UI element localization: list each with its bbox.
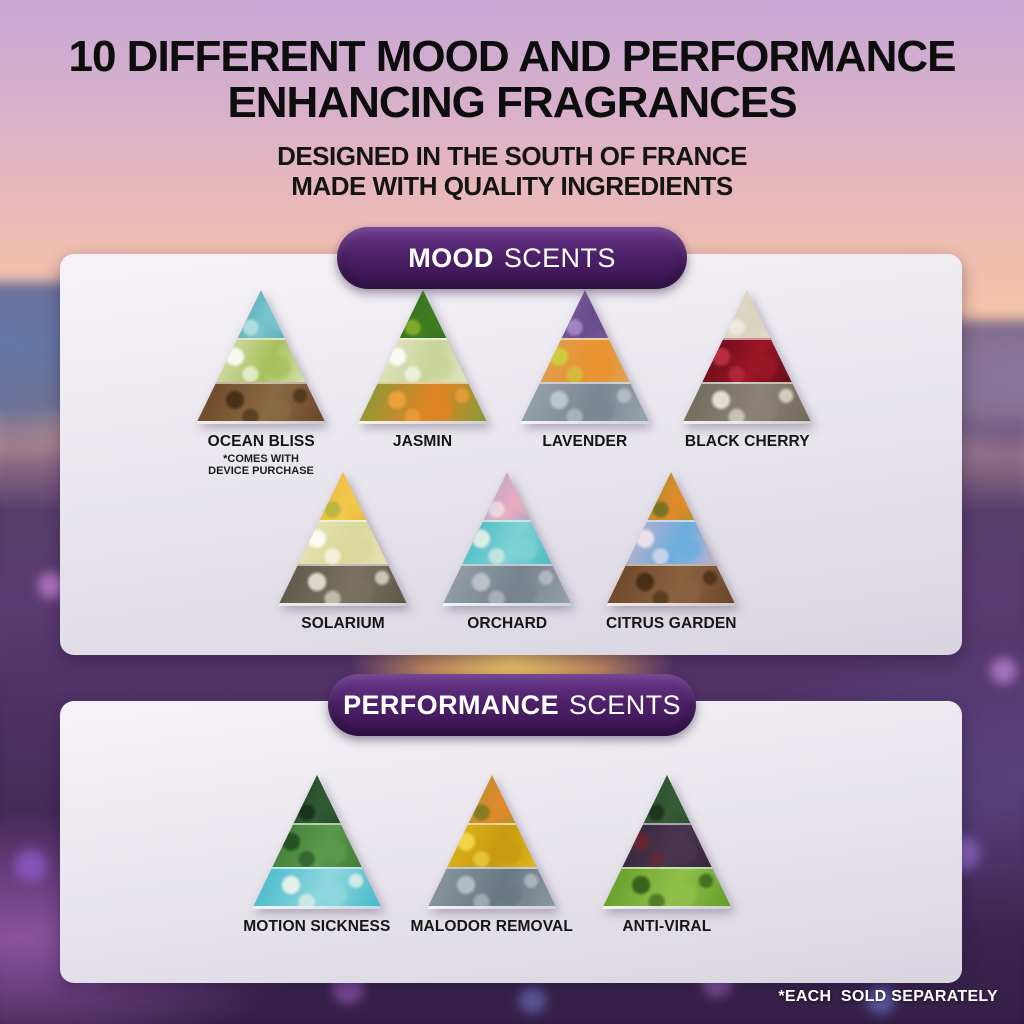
- scent-name-label: LAVENDER: [542, 433, 628, 450]
- scent-name-label: SOLARIUM: [301, 615, 385, 632]
- scent-base-note-image: [682, 381, 812, 424]
- scent-name-label: OCEAN BLISS: [207, 433, 315, 450]
- scent-triangle: [520, 290, 650, 424]
- scent-triangle: [442, 472, 572, 606]
- scent-item: OCEAN BLISS *COMES WITH DEVICE PURCHASE: [196, 290, 326, 477]
- scent-top-note-image: [278, 472, 408, 521]
- scent-mid-note-image: [442, 520, 572, 566]
- scent-top-note-image: [520, 290, 650, 339]
- scent-mid-note-image: [606, 520, 736, 566]
- scent-triangle-image: [196, 290, 326, 424]
- mood-scents-row-1: OCEAN BLISS *COMES WITH DEVICE PURCHASE …: [196, 290, 812, 477]
- mood-scents-row-2: SOLARIUM ORCHARD CITRUS GARDEN: [278, 472, 736, 633]
- scent-item: CITRUS GARDEN: [606, 472, 736, 633]
- performance-scents-row-1: MOTION SICKNESS MALODOR REMOVAL ANTI-VIR…: [243, 775, 732, 936]
- mood-badge-rest-text: SCENTS: [503, 242, 616, 273]
- scent-base-note-image: [278, 563, 408, 606]
- scent-top-note-image: [196, 290, 326, 339]
- scent-item: MALODOR REMOVAL: [411, 775, 573, 936]
- scent-base-note-image: [252, 866, 382, 909]
- scent-top-note-image: [602, 775, 732, 824]
- scent-triangle: [602, 775, 732, 909]
- performance-scents-badge: PERFORMANCE SCENTS: [328, 674, 696, 736]
- scent-item: JASMIN: [358, 290, 488, 477]
- scent-mid-note-image: [427, 823, 557, 869]
- scent-name-label: ORCHARD: [466, 615, 547, 632]
- scent-mid-note-image: [278, 520, 408, 566]
- mood-badge-bold-text: MOOD: [408, 242, 494, 273]
- scent-item: ANTI-VIRAL: [602, 775, 732, 936]
- page-title: 10 DIFFERENT MOOD AND PERFORMANCE ENHANC…: [0, 34, 1024, 126]
- scent-top-note-image: [427, 775, 557, 824]
- scent-name-label: MOTION SICKNESS: [243, 918, 391, 935]
- scent-triangle-image: [427, 775, 557, 909]
- scent-triangle-image: [278, 472, 408, 606]
- scent-name-label: MALODOR REMOVAL: [410, 918, 574, 935]
- scent-top-note-image: [442, 472, 572, 521]
- scent-triangle: [278, 472, 408, 606]
- scent-triangle: [427, 775, 557, 909]
- scent-base-note-image: [606, 563, 736, 606]
- scent-base-note-image: [358, 381, 488, 424]
- subtitle-line-1: DESIGNED IN THE SOUTH OF FRANCE: [277, 141, 747, 171]
- performance-badge-bold-text: PERFORMANCE: [343, 689, 559, 720]
- scent-item: BLACK CHERRY: [682, 290, 812, 477]
- scent-top-note-image: [252, 775, 382, 824]
- title-line-1: 10 DIFFERENT MOOD AND PERFORMANCE: [68, 32, 957, 81]
- sold-separately-footnote: *EACH SOLD SEPARATELY: [778, 988, 998, 1005]
- scent-top-note-image: [358, 290, 488, 339]
- scent-item: MOTION SICKNESS: [243, 775, 391, 936]
- scent-triangle: [682, 290, 812, 424]
- scent-mid-note-image: [196, 338, 326, 384]
- scent-base-note-image: [196, 381, 326, 424]
- scent-base-note-image: [520, 381, 650, 424]
- scent-triangle-image: [442, 472, 572, 606]
- scent-mid-note-image: [252, 823, 382, 869]
- scent-base-note-image: [442, 563, 572, 606]
- scent-name-label: JASMIN: [393, 433, 453, 450]
- scent-triangle: [358, 290, 488, 424]
- title-line-2: ENHANCING FRAGRANCES: [227, 78, 797, 127]
- scent-triangle: [196, 290, 326, 424]
- scent-triangle-image: [520, 290, 650, 424]
- scent-base-note-image: [602, 866, 732, 909]
- scent-name-label: BLACK CHERRY: [684, 433, 810, 450]
- page-subtitle: DESIGNED IN THE SOUTH OF FRANCE MADE WIT…: [0, 141, 1024, 201]
- scent-mid-note-image: [358, 338, 488, 384]
- scent-mid-note-image: [520, 338, 650, 384]
- scent-triangle-image: [252, 775, 382, 909]
- subtitle-line-2: MADE WITH QUALITY INGREDIENTS: [291, 171, 733, 201]
- scent-footnote: *COMES WITH DEVICE PURCHASE: [208, 453, 314, 477]
- scent-mid-note-image: [602, 823, 732, 869]
- performance-badge-rest-text: SCENTS: [568, 689, 681, 720]
- scent-item: LAVENDER: [520, 290, 650, 477]
- mood-scents-badge: MOOD SCENTS: [337, 227, 687, 289]
- scent-triangle: [606, 472, 736, 606]
- scent-base-note-image: [427, 866, 557, 909]
- scent-mid-note-image: [682, 338, 812, 384]
- scent-name-label: ANTI-VIRAL: [622, 918, 712, 935]
- scent-triangle-image: [602, 775, 732, 909]
- scent-top-note-image: [682, 290, 812, 339]
- scent-triangle-image: [358, 290, 488, 424]
- scent-triangle: [252, 775, 382, 909]
- scent-top-note-image: [606, 472, 736, 521]
- scent-item: ORCHARD: [442, 472, 572, 633]
- scent-item: SOLARIUM: [278, 472, 408, 633]
- scent-triangle-image: [682, 290, 812, 424]
- scent-name-label: CITRUS GARDEN: [605, 615, 737, 632]
- scent-triangle-image: [606, 472, 736, 606]
